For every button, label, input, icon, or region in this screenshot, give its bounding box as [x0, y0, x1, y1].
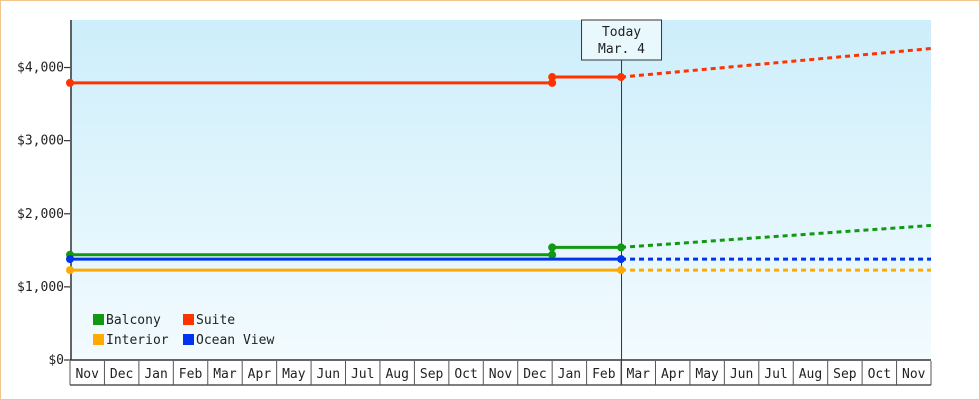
data-point[interactable]	[66, 266, 74, 275]
y-tick-label: $2,000	[17, 207, 64, 222]
x-tick-label: May	[282, 367, 306, 382]
x-tick-label: Sep	[833, 367, 857, 382]
data-point[interactable]	[548, 243, 557, 252]
legend-label: Ocean View	[196, 333, 274, 348]
x-tick-label: Mar	[213, 367, 237, 382]
x-tick-label: Dec	[110, 367, 133, 382]
data-point[interactable]	[66, 78, 74, 87]
data-point[interactable]	[617, 243, 626, 252]
forecast-line-suite	[620, 47, 932, 79]
y-tick-label: $3,000	[17, 134, 64, 149]
data-point[interactable]	[617, 73, 626, 82]
x-tick-label: Jan	[558, 367, 581, 382]
legend-label: Suite	[196, 313, 235, 328]
x-tick-label: Nov	[489, 367, 513, 382]
x-tick-label: Feb	[179, 367, 203, 382]
x-tick-label: Feb	[592, 367, 616, 382]
data-point[interactable]	[548, 78, 557, 87]
y-tick-label: $1,000	[17, 280, 64, 295]
x-tick-label: Oct	[868, 367, 891, 382]
x-tick-label: Aug	[799, 367, 822, 382]
legend-swatch	[93, 334, 104, 345]
x-tick-label: Nov	[75, 367, 99, 382]
x-tick-label: May	[695, 367, 719, 382]
legend-swatch	[183, 334, 194, 345]
x-tick-label: Aug	[385, 367, 408, 382]
data-point[interactable]	[617, 266, 626, 275]
legend-swatch	[93, 314, 104, 325]
data-point[interactable]	[548, 73, 557, 82]
data-point[interactable]	[548, 250, 557, 259]
today-date: Mar. 4	[598, 42, 645, 57]
x-tick-label: Sep	[420, 367, 444, 382]
legend-label: Balcony	[106, 313, 161, 328]
x-tick-label: Oct	[454, 367, 477, 382]
legend-label: Interior	[106, 333, 169, 348]
x-tick-label: Apr	[661, 367, 685, 382]
x-tick-label: Jul	[764, 367, 787, 382]
x-tick-label: Dec	[523, 367, 546, 382]
plot-area	[70, 20, 931, 360]
today-label: Today	[602, 25, 641, 40]
x-tick-label: Jun	[317, 367, 340, 382]
legend-swatch	[183, 314, 194, 325]
data-point[interactable]	[66, 255, 74, 264]
x-tick-label: Apr	[248, 367, 272, 382]
y-tick-label: $4,000	[17, 61, 64, 76]
x-tick-label: Jun	[730, 367, 753, 382]
forecast-line-balcony	[620, 223, 932, 249]
y-tick-label: $0	[48, 353, 64, 368]
x-tick-label: Mar	[627, 367, 651, 382]
x-tick-label: Jul	[351, 367, 374, 382]
x-tick-label: Nov	[902, 367, 926, 382]
x-tick-label: Jan	[144, 367, 167, 382]
data-point[interactable]	[617, 255, 626, 264]
today-callout	[581, 19, 663, 61]
